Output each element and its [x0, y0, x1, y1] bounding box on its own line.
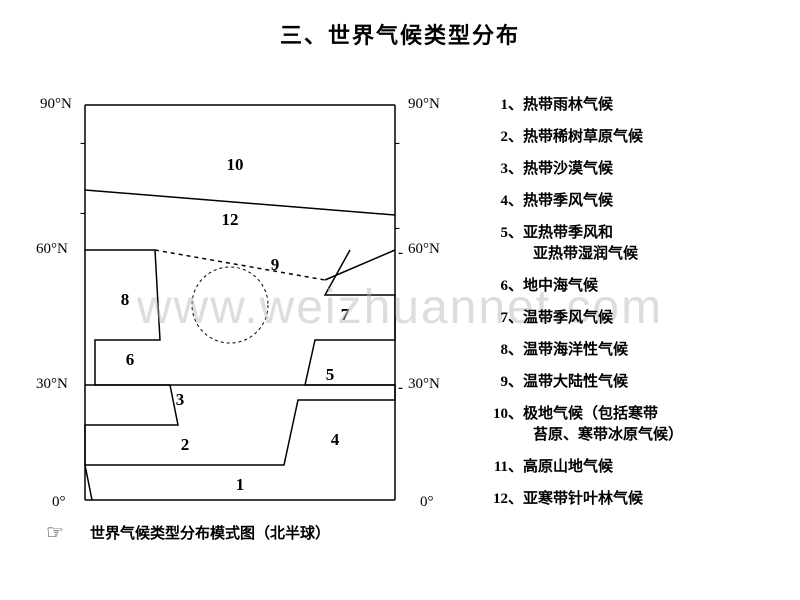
dash-mark: - — [398, 245, 403, 262]
region-label-1: 1 — [236, 475, 245, 495]
region-label-2: 2 — [181, 435, 190, 455]
diagram-caption: 世界气候类型分布模式图（北半球） — [90, 522, 330, 543]
legend-item: 2、热带稀树草原气候 — [490, 127, 780, 148]
region-label-4: 4 — [331, 430, 340, 450]
region-label-8: 8 — [121, 290, 130, 310]
legend-item: 3、热带沙漠气候 — [490, 159, 780, 180]
region-label-7: 7 — [341, 305, 350, 325]
dash-mark: - — [80, 205, 85, 222]
page-title: 三、世界气候类型分布 — [0, 18, 800, 50]
legend-item: 6、地中海气候 — [490, 276, 780, 297]
climate-diagram: 90°N 90°N 60°N 60°N 30°N 30°N 0° 0° - - … — [30, 90, 470, 550]
legend-item: 5、亚热带季风和 亚热带湿润气候 — [490, 223, 780, 265]
legend-item: 11、高原山地气候 — [490, 457, 780, 478]
region-label-9: 9 — [271, 255, 280, 275]
dash-mark: - — [395, 220, 400, 237]
lat-0-left: 0° — [52, 494, 66, 511]
legend-item: 10、极地气候（包括寒带 苔原、寒带冰原气候） — [490, 404, 780, 446]
region-label-12: 12 — [222, 210, 239, 230]
lat-60n-right: 60°N — [408, 241, 440, 258]
pointer-icon: ☞ — [46, 520, 64, 545]
lat-30n-right: 30°N — [408, 376, 440, 393]
legend-item: 12、亚寒带针叶林气候 — [490, 489, 780, 510]
dash-mark: - — [398, 380, 403, 397]
region-label-6: 6 — [126, 350, 135, 370]
dash-mark: - — [80, 135, 85, 152]
lat-90n-left: 90°N — [40, 96, 72, 113]
lat-0-right: 0° — [420, 494, 434, 511]
legend-item: 9、温带大陆性气候 — [490, 372, 780, 393]
legend-item: 4、热带季风气候 — [490, 191, 780, 212]
region-label-10: 10 — [227, 155, 244, 175]
lat-30n-left: 30°N — [36, 376, 68, 393]
region-label-5: 5 — [326, 365, 335, 385]
dash-mark: - — [395, 135, 400, 152]
region-label-3: 3 — [176, 390, 185, 410]
lat-90n-right: 90°N — [408, 96, 440, 113]
diagram-svg — [30, 90, 470, 550]
lat-60n-left: 60°N — [36, 241, 68, 258]
legend: 1、热带雨林气候 2、热带稀树草原气候 3、热带沙漠气候 4、热带季风气候 5、亚热带季… — [490, 95, 780, 521]
legend-item: 1、热带雨林气候 — [490, 95, 780, 116]
legend-item: 7、温带季风气候 — [490, 308, 780, 329]
legend-item: 8、温带海洋性气候 — [490, 340, 780, 361]
